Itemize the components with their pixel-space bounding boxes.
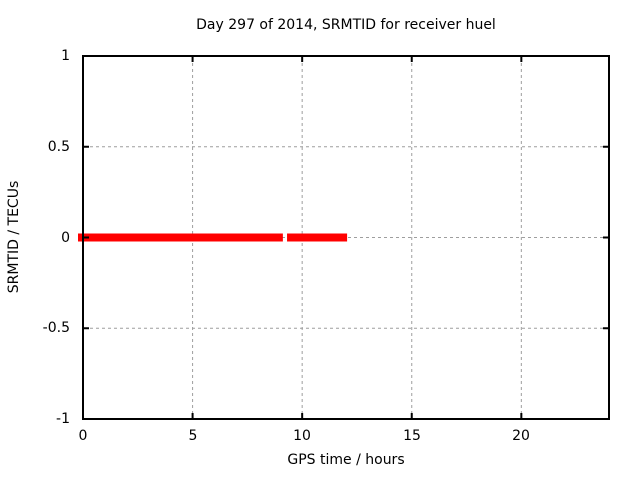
y-tick-label: 1 — [61, 48, 70, 64]
y-tick-label: 0.5 — [47, 139, 70, 155]
y-tick-label: 0 — [61, 230, 70, 246]
x-tick-label: 5 — [188, 428, 198, 444]
chart-title: Day 297 of 2014, SRMTID for receiver hue… — [196, 17, 496, 33]
x-tick-label: 15 — [403, 428, 421, 444]
y-tick-label: -0.5 — [42, 320, 70, 336]
x-tick-label: 20 — [512, 428, 530, 444]
y-tick-label: -1 — [56, 411, 70, 427]
x-tick-label: 10 — [293, 428, 311, 444]
x-axis-label: GPS time / hours — [287, 452, 405, 468]
x-tick-label: 0 — [78, 428, 88, 444]
